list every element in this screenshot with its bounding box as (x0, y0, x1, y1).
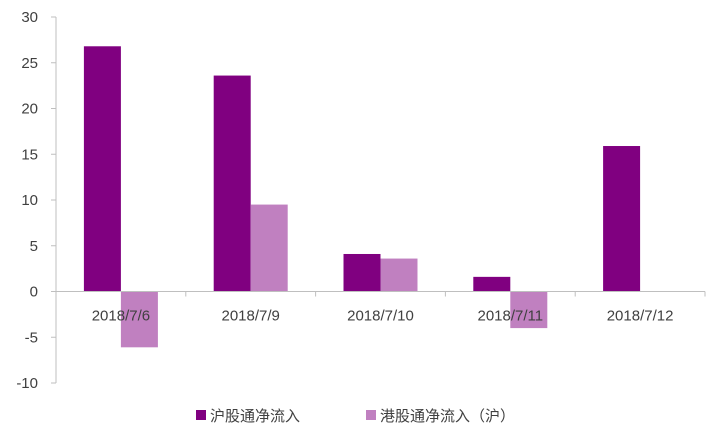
bars (83, 46, 641, 348)
x-category-label: 2018/7/11 (477, 308, 543, 325)
legend-swatch (196, 410, 206, 420)
bar-series-2 (380, 258, 418, 292)
bar-series-1 (83, 46, 121, 292)
y-tick-label: 30 (21, 9, 38, 26)
y-tick-label: -5 (25, 329, 38, 346)
y-tick-label: 10 (21, 192, 38, 209)
x-category-label: 2018/7/10 (347, 308, 414, 325)
bar-series-2 (120, 291, 158, 348)
x-category-label: 2018/7/6 (92, 308, 150, 325)
legend-label: 港股通净流入（沪） (380, 407, 515, 425)
bar-series-2 (510, 291, 548, 329)
legend-label: 沪股通净流入 (210, 407, 300, 425)
bar-series-1 (603, 146, 641, 292)
bar-series-1 (213, 75, 251, 292)
legend-swatch (366, 410, 376, 420)
y-tick-label: 15 (21, 146, 38, 163)
x-category-label: 2018/7/12 (607, 308, 674, 325)
x-axis: 2018/7/6 2018/7/9 2018/7/10 2018/7/11 2018/7… (55, 291, 706, 325)
y-tick-label: 25 (21, 55, 38, 72)
y-tick-label: 5 (30, 238, 38, 255)
y-tick-label: 20 (21, 101, 38, 118)
legend: 沪股通净流入 港股通净流入（沪） (196, 407, 515, 425)
bar-series-2 (250, 204, 288, 292)
y-tick-label: -10 (16, 375, 38, 392)
y-axis: -10 -5 0 5 10 15 20 25 30 (16, 9, 57, 392)
y-tick-label: 0 (30, 284, 38, 301)
bar-series-1 (473, 276, 511, 292)
bar-series-1 (343, 253, 381, 292)
x-category-label: 2018/7/9 (222, 308, 280, 325)
